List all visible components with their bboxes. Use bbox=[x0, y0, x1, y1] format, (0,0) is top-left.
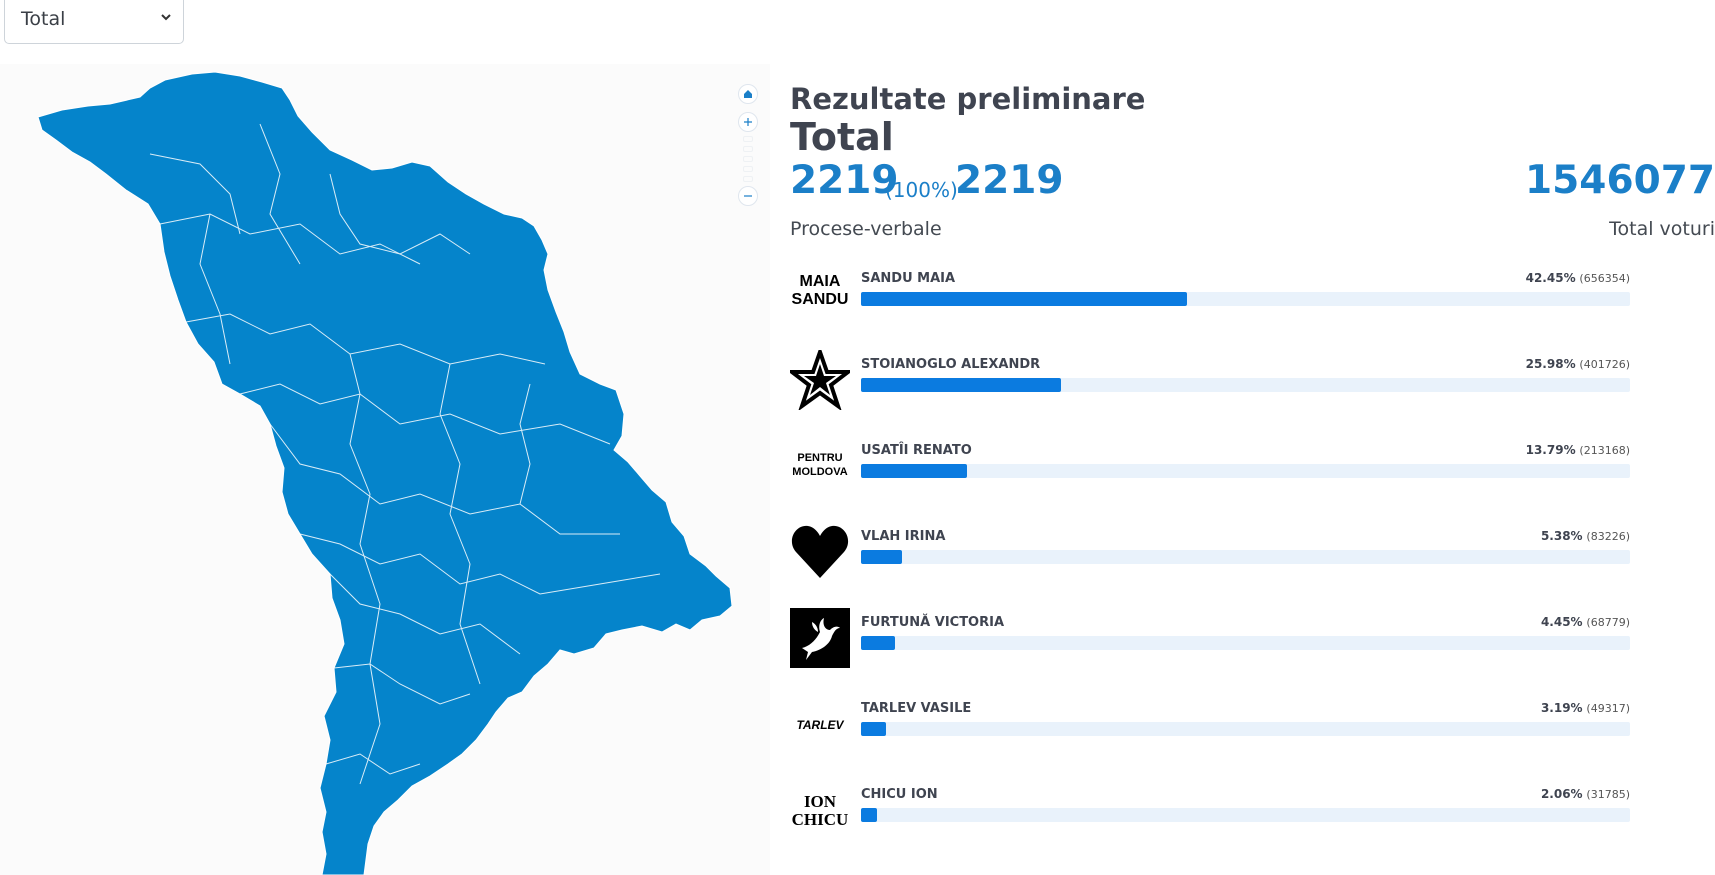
candidate-row[interactable]: VLAH IRINA 5.38% (83226) bbox=[790, 522, 1630, 602]
candidate-bar bbox=[861, 292, 1188, 306]
svg-text:ION: ION bbox=[804, 792, 837, 811]
candidate-row[interactable]: FURTUNĂ VICTORIA 4.45% (68779) bbox=[790, 608, 1630, 688]
candidate-bar-track bbox=[861, 636, 1630, 650]
candidate-percent: 42.45% bbox=[1525, 271, 1576, 285]
svg-text:TARLEV: TARLEV bbox=[796, 718, 844, 732]
zoom-in-button[interactable] bbox=[738, 112, 758, 132]
candidate-votes: (83226) bbox=[1586, 530, 1630, 543]
zoom-level-step[interactable] bbox=[743, 156, 753, 162]
total-votes: 1546077 bbox=[1525, 158, 1715, 203]
chevron-down-icon bbox=[161, 14, 171, 21]
candidate-percent: 2.06% bbox=[1540, 787, 1583, 801]
candidate-logo-text: ION CHICU bbox=[792, 792, 849, 829]
candidate-bar-track bbox=[861, 722, 1630, 736]
zoom-level-step[interactable] bbox=[743, 166, 753, 172]
home-button[interactable] bbox=[738, 84, 758, 104]
candidate-stats: 5.38% (83226) bbox=[1541, 529, 1630, 543]
candidate-name: SANDU MAIA bbox=[861, 271, 956, 286]
protocols-label: Procese-verbale bbox=[790, 218, 942, 240]
moldova-map[interactable] bbox=[0, 64, 770, 875]
candidate-stats: 4.45% (68779) bbox=[1541, 615, 1630, 629]
candidate-name: USATÎI RENATO bbox=[861, 443, 972, 458]
candidate-votes: (49317) bbox=[1586, 702, 1630, 715]
moldova-map-shape[interactable] bbox=[0, 64, 770, 875]
zoom-out-button[interactable] bbox=[738, 186, 758, 206]
moldova-outline[interactable] bbox=[37, 71, 733, 875]
region-select[interactable]: Total bbox=[4, 0, 184, 44]
svg-text:PENTRU: PENTRU bbox=[797, 452, 842, 464]
candidate-row[interactable]: ION CHICU CHICU ION 2.06% (31785) bbox=[790, 780, 1630, 860]
candidate-stats: 2.06% (31785) bbox=[1541, 787, 1630, 801]
protocols-total: 2219 bbox=[955, 158, 1064, 203]
candidate-votes: (656354) bbox=[1579, 272, 1630, 285]
total-votes-label: Total voturi bbox=[1609, 218, 1715, 240]
candidate-votes: (31785) bbox=[1586, 788, 1630, 801]
candidate-bar-track bbox=[861, 292, 1630, 306]
candidate-percent: 4.45% bbox=[1540, 615, 1583, 629]
candidate-logo-text: PENTRU MOLDOVA bbox=[792, 452, 847, 478]
candidate-votes: (68779) bbox=[1586, 616, 1630, 629]
candidate-logo-text: MAIA SANDU bbox=[792, 273, 849, 308]
results-subtitle: Total bbox=[790, 115, 894, 159]
candidate-logo-text: TARLEV bbox=[796, 718, 844, 732]
candidate-percent: 3.19% bbox=[1540, 701, 1583, 715]
candidate-name: TARLEV VASILE bbox=[861, 701, 972, 716]
svg-text:MOLDOVA: MOLDOVA bbox=[792, 466, 847, 478]
candidate-stats: 13.79% (213168) bbox=[1526, 443, 1630, 457]
candidate-votes: (213168) bbox=[1579, 444, 1630, 457]
candidate-votes: (401726) bbox=[1579, 358, 1630, 371]
candidate-name: CHICU ION bbox=[861, 787, 938, 802]
candidate-percent: 25.98% bbox=[1525, 357, 1576, 371]
zoom-in-icon bbox=[744, 118, 752, 126]
candidate-stats: 42.45% (656354) bbox=[1526, 271, 1630, 285]
candidate-bar-track bbox=[861, 808, 1630, 822]
svg-text:SANDU: SANDU bbox=[792, 291, 849, 308]
protocols-percent: (100%) bbox=[885, 178, 958, 202]
dove-icon bbox=[790, 608, 850, 668]
candidate-bar-track bbox=[861, 464, 1630, 478]
home-icon bbox=[744, 90, 752, 98]
results-title: Rezultate preliminare bbox=[790, 82, 1146, 116]
candidate-row[interactable]: PENTRU MOLDOVA USATÎI RENATO 13.79% (213… bbox=[790, 436, 1630, 516]
zoom-level-step[interactable] bbox=[743, 146, 753, 152]
candidate-name: FURTUNĂ VICTORIA bbox=[861, 615, 1005, 630]
zoom-level-step[interactable] bbox=[743, 136, 753, 142]
candidate-row[interactable]: STOIANOGLO ALEXANDR 25.98% (401726) bbox=[790, 350, 1630, 430]
candidate-percent: 13.79% bbox=[1525, 443, 1576, 457]
region-select-value: Total bbox=[21, 8, 66, 30]
star-icon bbox=[790, 350, 850, 410]
district-borders bbox=[149, 123, 661, 785]
candidate-name: VLAH IRINA bbox=[861, 529, 946, 544]
candidate-bar-track bbox=[861, 378, 1630, 392]
zoom-level-step[interactable] bbox=[743, 176, 753, 182]
candidate-stats: 3.19% (49317) bbox=[1541, 701, 1630, 715]
zoom-out-icon bbox=[744, 195, 752, 197]
candidate-bar bbox=[861, 378, 1061, 392]
svg-text:MAIA: MAIA bbox=[800, 273, 841, 290]
candidate-percent: 5.38% bbox=[1540, 529, 1583, 543]
candidate-row[interactable]: MAIA SANDU SANDU MAIA 42.45% (656354) bbox=[790, 264, 1630, 344]
candidate-bar bbox=[861, 636, 896, 650]
candidate-name: STOIANOGLO ALEXANDR bbox=[861, 357, 1041, 372]
candidate-bar bbox=[861, 808, 877, 822]
svg-text:CHICU: CHICU bbox=[792, 810, 849, 829]
candidate-bar-track bbox=[861, 550, 1630, 564]
protocols-counted: 2219 bbox=[790, 158, 899, 203]
candidate-bar bbox=[861, 464, 968, 478]
candidate-bar bbox=[861, 722, 886, 736]
candidate-stats: 25.98% (401726) bbox=[1526, 357, 1630, 371]
candidate-bar bbox=[861, 550, 903, 564]
heart-icon bbox=[791, 525, 849, 578]
candidate-row[interactable]: TARLEV TARLEV VASILE 3.19% (49317) bbox=[790, 694, 1630, 774]
